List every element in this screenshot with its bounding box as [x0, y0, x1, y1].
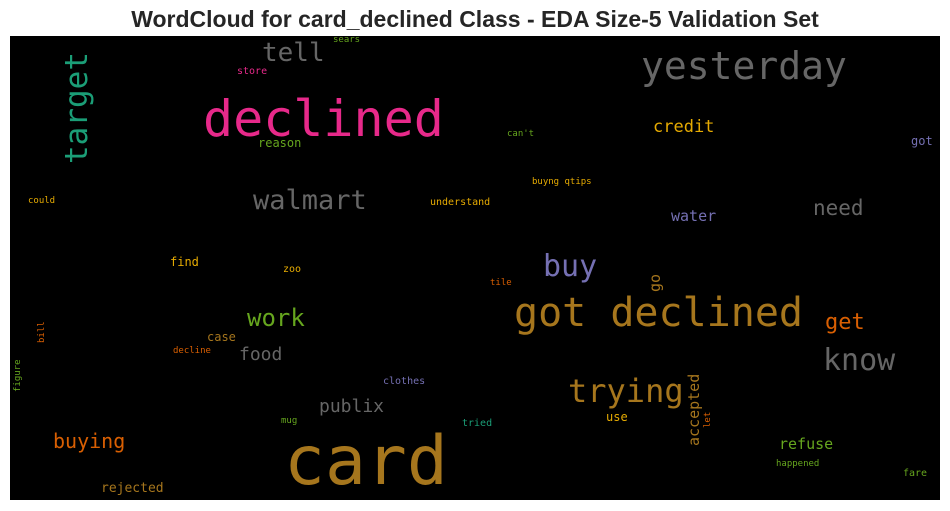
word-buy: buy [543, 249, 598, 284]
word-declined: declined [203, 90, 444, 148]
word-clothes: clothes [383, 376, 426, 387]
word-figure: figure [13, 359, 23, 392]
word-find: find [170, 255, 199, 269]
word-fare: fare [903, 468, 928, 479]
word-yesterday: yesterday [641, 44, 847, 88]
word-store: store [237, 66, 268, 77]
word-go: go [646, 273, 664, 292]
word-tell: tell [262, 38, 325, 68]
word-sears: sears [333, 35, 361, 45]
word-target: target [59, 52, 95, 164]
word-trying: trying [568, 372, 684, 410]
word-accepted: accepted [685, 373, 703, 446]
word-water: water [671, 207, 717, 225]
word-refuse: refuse [779, 435, 834, 453]
word-case: case [207, 330, 236, 344]
word-can-t: can't [507, 129, 535, 139]
word-decline: decline [173, 346, 211, 356]
word-food: food [239, 344, 283, 365]
word-card: card [284, 422, 448, 501]
word-bill: bill [37, 321, 47, 343]
word-buyng-qtips: buyng qtips [532, 177, 592, 187]
word-walmart: walmart [253, 185, 367, 216]
word-got-declined: got declined [514, 290, 803, 336]
word-mug: mug [281, 416, 298, 426]
word-could: could [28, 196, 56, 206]
word-reason: reason [258, 136, 302, 150]
word-credit: credit [653, 117, 715, 137]
word-tile: tile [490, 278, 512, 288]
wordcloud-canvas: card declined got declined yesterday target t… [10, 36, 940, 500]
word-rejected: rejected [101, 481, 164, 496]
word-let: let [703, 411, 713, 428]
word-zoo: zoo [283, 264, 302, 275]
word-use: use [606, 410, 628, 424]
chart-title: WordCloud for card_declined Class - EDA … [131, 6, 819, 32]
word-tried: tried [462, 418, 493, 429]
word-buying: buying [53, 429, 126, 453]
word-know: know [823, 343, 896, 378]
word-happened: happened [776, 459, 820, 469]
word-get: get [825, 310, 865, 335]
word-work: work [247, 304, 305, 332]
word-need: need [813, 196, 864, 220]
word-got: got [911, 134, 933, 148]
word-understand: understand [430, 197, 491, 208]
word-publix: publix [319, 396, 385, 417]
